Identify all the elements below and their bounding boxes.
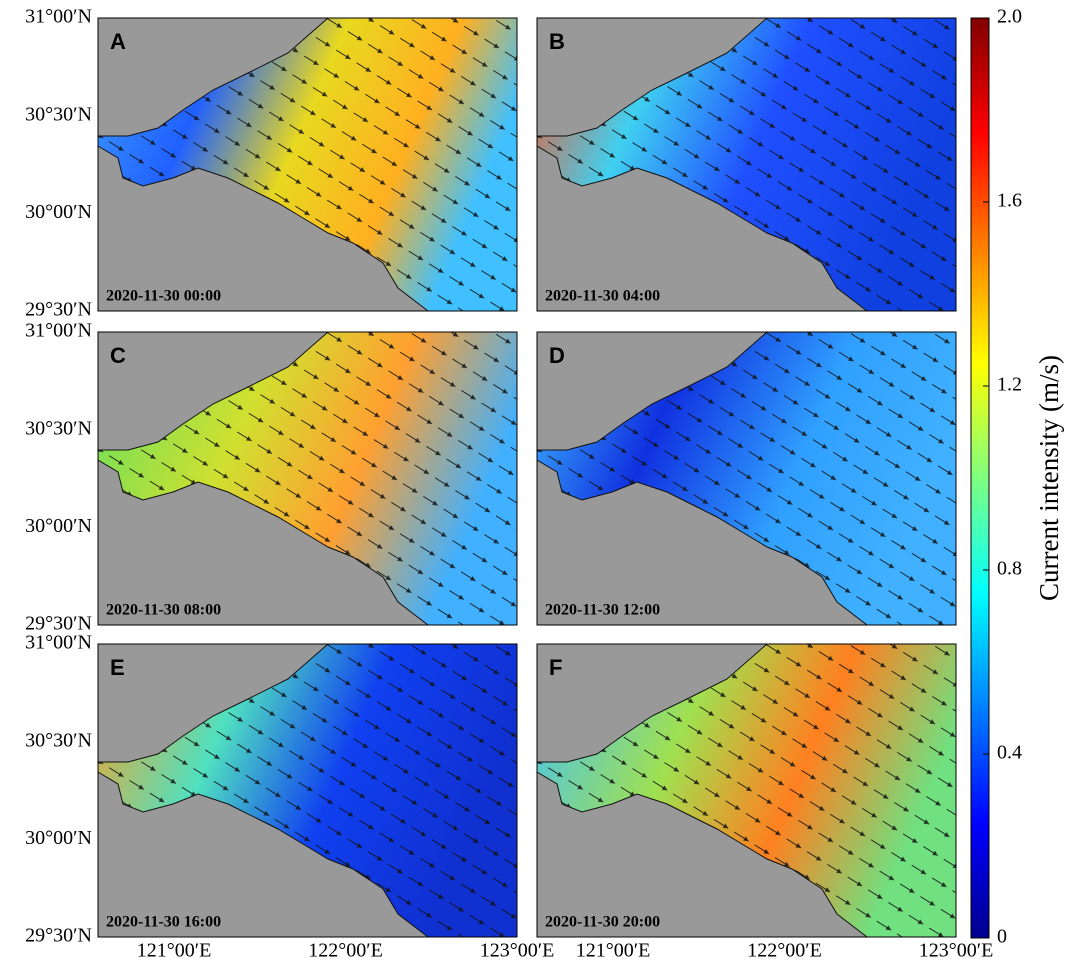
lat-tick-label: 30°30′N — [25, 103, 92, 125]
lat-tick-label: 30°00′N — [25, 515, 92, 537]
lat-tick-label: 30°00′N — [25, 201, 92, 223]
lon-tick-label: 123°00′E — [919, 940, 994, 962]
lon-tick-label: 123°00′E — [480, 940, 555, 962]
lon-tick-label: 121°00′E — [137, 940, 212, 962]
panel-letter: A — [110, 29, 126, 54]
colorbar-tick-label: 0.4 — [997, 742, 1022, 764]
panel-letter: F — [549, 655, 562, 680]
lat-tick-label: 29°30′N — [25, 299, 92, 321]
lat-tick-label: 30°30′N — [25, 417, 92, 439]
figure: Current intensity (m/s) A 2020-11-30 00:0… — [0, 0, 1076, 967]
panel-letter: B — [549, 29, 565, 54]
panel-letter: C — [110, 343, 126, 368]
map-panel: C 2020-11-30 08:00 — [98, 332, 517, 625]
lon-tick-label: 122°00′E — [747, 940, 822, 962]
lon-tick-label: 122°00′E — [308, 940, 383, 962]
colorbar-tick-label: 0.8 — [997, 558, 1022, 580]
timestamp: 2020-11-30 16:00 — [106, 914, 221, 931]
map-panel: B 2020-11-30 04:00 — [537, 18, 956, 311]
lat-tick-label: 31°00′N — [25, 320, 92, 342]
colorbar-tick-label: 0 — [997, 926, 1007, 948]
panel-letter: D — [549, 343, 565, 368]
map-panel: E 2020-11-30 16:00 — [98, 644, 517, 937]
lat-tick-label: 30°30′N — [25, 729, 92, 751]
lat-tick-label: 31°00′N — [25, 6, 92, 28]
map-panel: D 2020-11-30 12:00 — [537, 332, 956, 625]
timestamp: 2020-11-30 20:00 — [545, 914, 660, 931]
colorbar-tick-label: 2.0 — [997, 6, 1022, 28]
timestamp: 2020-11-30 04:00 — [545, 288, 660, 305]
colorbar — [971, 18, 989, 938]
timestamp: 2020-11-30 08:00 — [106, 602, 221, 619]
lat-tick-label: 31°00′N — [25, 632, 92, 654]
map-panel: A 2020-11-30 00:00 — [98, 18, 517, 311]
colorbar-tick-label: 1.6 — [997, 190, 1022, 212]
colorbar-tick-label: 1.2 — [997, 374, 1022, 396]
lat-tick-label: 30°00′N — [25, 827, 92, 849]
lon-tick-label: 121°00′E — [576, 940, 651, 962]
timestamp: 2020-11-30 12:00 — [545, 602, 660, 619]
page: {"panels": [ {"letter": "A", "time": "20… — [0, 0, 1076, 967]
colorbar-label: Current intensity (m/s) — [1034, 355, 1064, 601]
map-panel: F 2020-11-30 20:00 — [537, 644, 956, 937]
panel-letter: E — [110, 655, 125, 680]
timestamp: 2020-11-30 00:00 — [106, 288, 221, 305]
lat-tick-label: 29°30′N — [25, 925, 92, 947]
